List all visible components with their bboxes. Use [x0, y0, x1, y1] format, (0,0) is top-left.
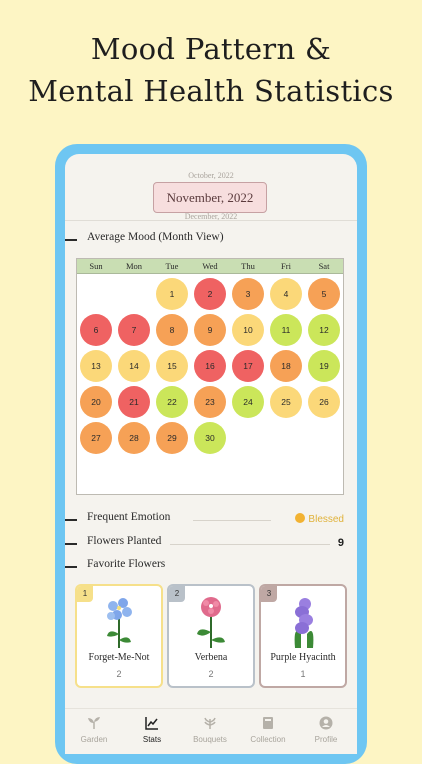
flower-card-2[interactable]: 2 Verbena 2	[167, 584, 255, 688]
weekday-header: Sun Mon Tue Wed Thu Fri Sat	[77, 259, 343, 274]
book-icon	[263, 717, 273, 729]
calendar-day[interactable]: 30	[194, 422, 226, 454]
calendar-day[interactable]: 4	[270, 278, 302, 310]
app-screen: October, 2022 November, 2022 December, 2…	[65, 154, 357, 754]
flower-name: Purple Hyacinth	[270, 652, 336, 663]
calendar-day[interactable]: 26	[308, 386, 340, 418]
tab-stats[interactable]: Stats	[123, 709, 181, 754]
rank-badge: 1	[77, 586, 93, 602]
weekday-label: Tue	[165, 261, 179, 271]
calendar-day[interactable]: 6	[80, 314, 112, 346]
tab-label: Collection	[250, 735, 286, 744]
section-average-mood: Average Mood (Month View)	[65, 230, 357, 250]
tab-label: Profile	[314, 735, 338, 744]
section-title: Average Mood (Month View)	[87, 231, 224, 243]
tab-label: Garden	[80, 735, 108, 744]
calendar-day[interactable]: 19	[308, 350, 340, 382]
calendar-day[interactable]: 22	[156, 386, 188, 418]
month-current[interactable]: November, 2022	[153, 182, 267, 213]
calendar-day[interactable]: 25	[270, 386, 302, 418]
sprout-icon	[88, 717, 100, 729]
flower-count: 2	[116, 669, 122, 679]
bouquet-icon	[204, 717, 216, 729]
calendar-day[interactable]: 11	[270, 314, 302, 346]
flower-count: 2	[208, 669, 214, 679]
rank-badge: 2	[169, 586, 185, 602]
calendar-day[interactable]: 12	[308, 314, 340, 346]
month-next[interactable]: December, 2022	[184, 212, 238, 221]
flower-name: Forget-Me-Not	[88, 652, 150, 663]
weekday-label: Wed	[202, 261, 218, 271]
calendar-day[interactable]: 2	[194, 278, 226, 310]
emotion-label: Blessed	[308, 514, 344, 525]
section-marker	[65, 239, 77, 241]
flower-card-1[interactable]: 1 Forget-Me-Not 2	[75, 584, 163, 688]
calendar-day[interactable]: 3	[232, 278, 264, 310]
section-marker	[65, 566, 77, 568]
section-title: Flowers Planted	[87, 535, 162, 547]
weekday-label: Sun	[89, 261, 103, 271]
chart-icon	[145, 717, 158, 730]
section-marker	[65, 519, 77, 521]
frequent-emotion-value: Blessed	[295, 513, 344, 525]
calendar-day[interactable]: 1	[156, 278, 188, 310]
calendar-day[interactable]: 28	[118, 422, 150, 454]
section-title: Favorite Flowers	[87, 558, 166, 570]
calendar-day[interactable]: 24	[232, 386, 264, 418]
section-marker	[65, 543, 77, 545]
hyacinth-icon	[294, 598, 314, 648]
calendar-day[interactable]: 15	[156, 350, 188, 382]
mood-calendar: Sun Mon Tue Wed Thu Fri Sat 1 2 3 4 5 6 7 8 9 10 11 12 13 1…	[76, 258, 344, 495]
tab-bar: Garden Stats Bouquets Collection	[65, 708, 357, 754]
profile-icon	[319, 716, 333, 730]
calendar-day[interactable]: 7	[118, 314, 150, 346]
tab-bouquets[interactable]: Bouquets	[181, 709, 239, 754]
leader-line	[170, 544, 330, 545]
calendar-day[interactable]: 27	[80, 422, 112, 454]
headline-line-2: Mental Health Statistics	[28, 74, 394, 108]
weekday-label: Mon	[125, 261, 143, 271]
calendar-day[interactable]: 20	[80, 386, 112, 418]
section-flowers-planted: Flowers Planted	[65, 534, 357, 554]
section-frequent-emotion: Frequent Emotion	[65, 510, 357, 530]
month-prev[interactable]: October, 2022	[188, 171, 234, 180]
verbena-icon	[197, 597, 225, 648]
tab-profile[interactable]: Profile	[297, 709, 355, 754]
calendar-day[interactable]: 16	[194, 350, 226, 382]
calendar-day[interactable]: 10	[232, 314, 264, 346]
calendar-day[interactable]: 21	[118, 386, 150, 418]
tab-garden[interactable]: Garden	[65, 709, 123, 754]
flower-card-3[interactable]: 3 Purple Hyacinth 1	[259, 584, 347, 688]
rank-badge: 3	[261, 586, 277, 602]
tab-collection[interactable]: Collection	[239, 709, 297, 754]
calendar-day[interactable]: 18	[270, 350, 302, 382]
calendar-day[interactable]: 17	[232, 350, 264, 382]
tab-label: Bouquets	[193, 735, 227, 744]
calendar-day[interactable]: 9	[194, 314, 226, 346]
weekday-label: Sat	[318, 261, 330, 271]
divider	[65, 220, 357, 221]
weekday-label: Fri	[281, 261, 291, 271]
weekday-label: Thu	[241, 261, 255, 271]
leader-line	[193, 520, 271, 521]
calendar-day[interactable]: 5	[308, 278, 340, 310]
section-title: Frequent Emotion	[87, 511, 171, 523]
calendar-day[interactable]: 23	[194, 386, 226, 418]
calendar-day[interactable]: 29	[156, 422, 188, 454]
headline-line-1: Mood Pattern &	[90, 32, 332, 66]
calendar-day[interactable]: 13	[80, 350, 112, 382]
forget-me-not-icon	[107, 598, 132, 648]
section-favorite-flowers: Favorite Flowers	[65, 557, 357, 577]
calendar-day[interactable]: 8	[156, 314, 188, 346]
flower-name: Verbena	[194, 652, 228, 663]
calendar-day[interactable]: 14	[118, 350, 150, 382]
flowers-planted-value: 9	[337, 537, 344, 549]
tab-label: Stats	[142, 735, 162, 744]
flower-count: 1	[300, 669, 306, 679]
smiling-face-icon	[295, 513, 306, 523]
